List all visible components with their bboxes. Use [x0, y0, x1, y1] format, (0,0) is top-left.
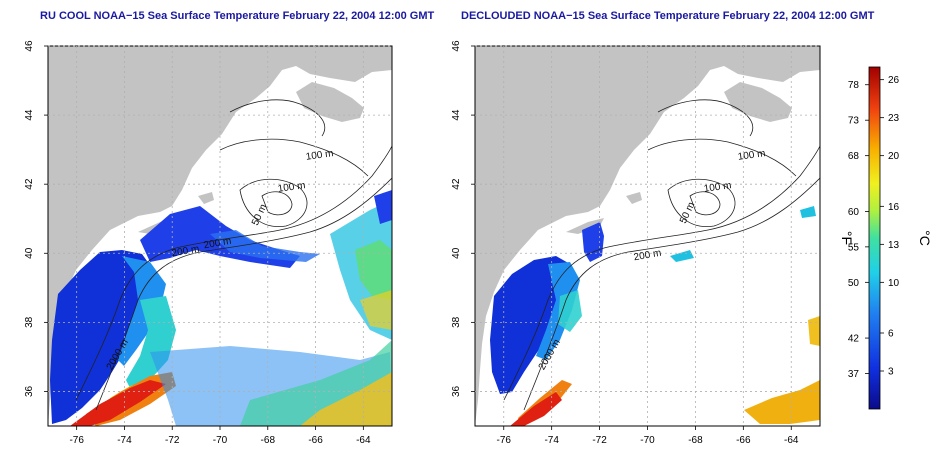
colorbar-ticks: 78 73 68 60 55 50 42 37 26 23 20 16 13 10 6 3 [848, 75, 900, 380]
left-lon-tick-label: -76 [69, 435, 84, 446]
left-bathymetry-contours [75, 99, 392, 411]
left-lon-tick-label: -74 [117, 435, 132, 446]
celsius-label: °C [917, 230, 933, 246]
right-lat-tick-label: 46 [451, 40, 462, 52]
right-lon-tick-label: -70 [640, 435, 655, 446]
right-cape-cod [626, 192, 642, 204]
celsius-tick-label: 13 [888, 240, 900, 251]
left-contour-label: 200 m [171, 244, 200, 260]
left-sst-swaths [50, 190, 392, 426]
right-contour-label: 200 m [633, 248, 662, 264]
right-lon-tick-label: -66 [736, 435, 751, 446]
right-map-panel: -76 -74 -72 -70 -68 -66 -64 46 44 42 40 38 36 100 m 1… [451, 40, 821, 446]
left-lat-tick-label: 42 [24, 178, 35, 190]
right-lat-tick-label: 42 [451, 178, 462, 190]
left-graticule [48, 45, 392, 426]
fahrenheit-tick-label: 60 [848, 207, 860, 218]
right-lon-tick-label: -74 [544, 435, 559, 446]
fahrenheit-tick-label: 73 [848, 116, 860, 127]
left-map-panel: -76 -74 -72 -70 -68 -66 -64 46 44 42 40 38 36 100 m 1… [24, 40, 393, 446]
right-lat-tick-label: 38 [451, 316, 462, 328]
right-lon-tick-label: -68 [688, 435, 703, 446]
right-axes: -76 -74 -72 -70 -68 -66 -64 46 44 42 40 38 36 [451, 40, 799, 446]
left-contour-label: 200 m [203, 236, 232, 252]
left-contour-label: 100 m [305, 148, 334, 163]
left-cape-cod [198, 192, 214, 204]
left-lon-tick-label: -64 [356, 435, 371, 446]
celsius-tick-label: 6 [888, 329, 894, 340]
fahrenheit-tick-label: 78 [848, 80, 860, 91]
left-contour-label: 100 m [277, 180, 306, 195]
celsius-tick-label: 16 [888, 202, 900, 213]
right-panel-title: DECLOUDED NOAA−15 Sea Surface Temperatur… [461, 10, 875, 22]
celsius-tick-label: 26 [888, 75, 900, 86]
fahrenheit-label: °F [839, 231, 855, 245]
fahrenheit-tick-label: 55 [848, 242, 860, 253]
fahrenheit-tick-label: 50 [848, 278, 860, 289]
left-lon-tick-label: -70 [213, 435, 228, 446]
right-lon-tick-label: -76 [497, 435, 512, 446]
left-panel-title: RU COOL NOAA−15 Sea Surface Temperature … [40, 10, 435, 22]
celsius-tick-label: 10 [888, 278, 900, 289]
right-lon-tick-label: -72 [592, 435, 607, 446]
celsius-tick-label: 20 [888, 151, 900, 162]
left-lat-tick-label: 36 [24, 385, 35, 397]
right-contour-label: 100 m [703, 180, 732, 195]
right-sst-swaths [490, 206, 820, 426]
left-axes: -76 -74 -72 -70 -68 -66 -64 46 44 42 40 38 36 [24, 40, 371, 446]
left-lon-tick-label: -72 [165, 435, 180, 446]
celsius-tick-label: 23 [888, 113, 900, 124]
left-lat-tick-label: 46 [24, 40, 35, 52]
right-bathymetry-contours [503, 99, 820, 411]
left-land [48, 46, 392, 426]
left-lat-tick-label: 38 [24, 316, 35, 328]
left-lat-tick-label: 40 [24, 247, 35, 259]
fahrenheit-tick-label: 68 [848, 151, 860, 162]
temperature-colorbar: 78 73 68 60 55 50 42 37 26 23 20 16 13 10 6 3 °F °C [839, 66, 933, 410]
fahrenheit-tick-label: 42 [848, 334, 860, 345]
right-lat-tick-label: 40 [451, 247, 462, 259]
right-long-island [566, 218, 604, 234]
right-contour-label: 100 m [737, 148, 766, 163]
right-graticule [475, 45, 820, 426]
colorbar-gradient [868, 66, 881, 410]
left-nova-scotia [296, 82, 364, 122]
fahrenheit-tick-label: 37 [848, 369, 860, 380]
right-lon-tick-label: -64 [784, 435, 799, 446]
left-lat-tick-label: 44 [24, 109, 35, 121]
celsius-tick-label: 3 [888, 367, 894, 378]
right-lat-tick-label: 36 [451, 385, 462, 397]
right-nova-scotia [724, 82, 792, 122]
left-lon-tick-label: -68 [261, 435, 276, 446]
right-land [475, 46, 820, 426]
right-lat-tick-label: 44 [451, 109, 462, 121]
left-lon-tick-label: -66 [308, 435, 323, 446]
